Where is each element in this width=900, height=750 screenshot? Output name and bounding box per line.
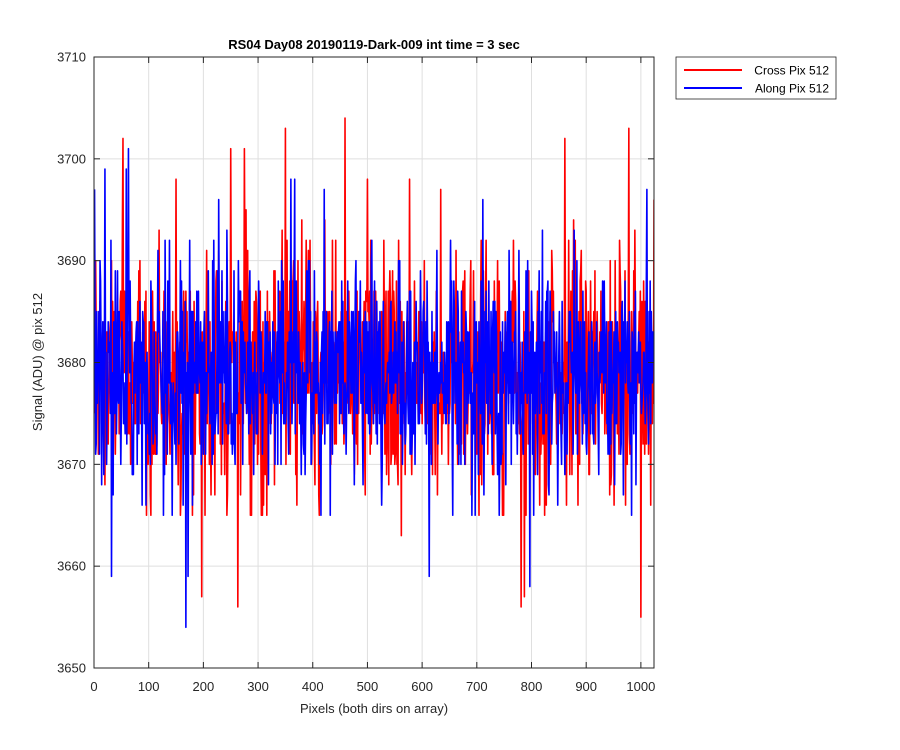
x-tick-label: 300	[247, 679, 269, 694]
x-tick-label: 100	[138, 679, 160, 694]
legend-entry-along: Along Pix 512	[755, 82, 829, 96]
legend: Cross Pix 512 Along Pix 512	[675, 56, 837, 100]
legend-box	[675, 56, 837, 100]
x-tick-label: 800	[521, 679, 543, 694]
chart-title: RS04 Day08 20190119-Dark-009 int time = …	[228, 37, 520, 52]
y-tick-label: 3680	[57, 355, 86, 370]
y-tick-label: 3690	[57, 253, 86, 268]
x-tick-label: 600	[411, 679, 433, 694]
x-axis-label: Pixels (both dirs on array)	[300, 701, 448, 716]
y-tick-label: 3670	[57, 457, 86, 472]
y-axis-label: Signal (ADU) @ pix 512	[30, 293, 45, 431]
series-layer	[94, 117, 654, 629]
x-tick-label: 0	[90, 679, 97, 694]
x-tick-label: 400	[302, 679, 324, 694]
x-tick-label: 700	[466, 679, 488, 694]
x-tick-label: 1000	[626, 679, 655, 694]
y-tick-label: 3650	[57, 661, 86, 676]
legend-entry-cross: Cross Pix 512	[754, 64, 829, 78]
x-tick-label: 900	[575, 679, 597, 694]
axis-ticks: 0 100 200 300 400 500 600 700 800 900 1000 3650 3660…	[57, 50, 655, 695]
y-tick-label: 3710	[57, 50, 86, 65]
y-tick-label: 3700	[57, 151, 86, 166]
x-tick-label: 200	[193, 679, 215, 694]
series-line-along-pix-512	[94, 147, 654, 629]
x-tick-label: 500	[357, 679, 379, 694]
y-tick-label: 3660	[57, 559, 86, 574]
